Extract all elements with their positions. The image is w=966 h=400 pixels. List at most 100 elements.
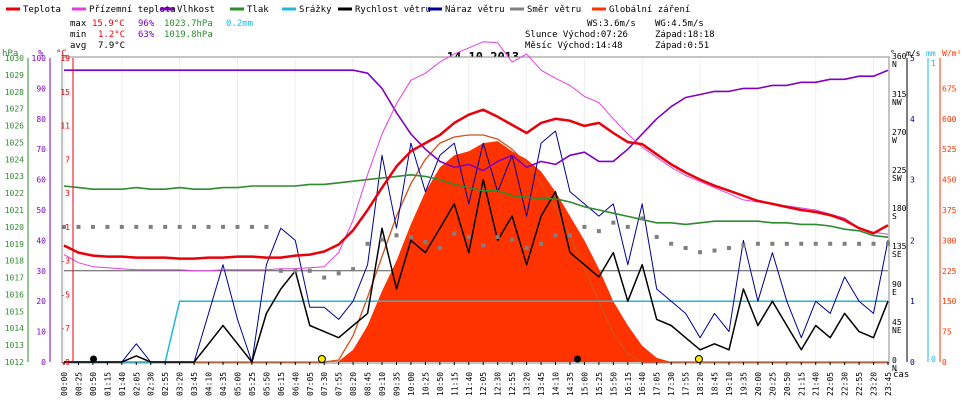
wm2-tick: 300	[942, 236, 957, 245]
wm2-unit: W/m²	[942, 49, 961, 58]
pct-axis-tick: 60	[36, 176, 46, 185]
x-tick-label: 22:55	[855, 372, 864, 396]
hpa-axis-tick: 1015	[5, 307, 24, 316]
x-axis: 00:00 00:25 00:50 01:15 01:40 02:05 02:30 02:55…	[60, 362, 893, 396]
x-tick-label: 18:20	[696, 372, 705, 396]
wind-dir-point	[596, 229, 601, 234]
wind-dir-point	[481, 243, 486, 248]
wind-speed-line	[64, 178, 889, 363]
x-tick-label: 16:15	[624, 372, 633, 396]
pct-axis-tick: 100	[32, 54, 47, 63]
dir-tick-label: SE	[892, 250, 902, 259]
c-axis-tick: -5	[60, 290, 70, 299]
wm2-tick: 675	[942, 84, 957, 93]
wind-dir-point	[539, 241, 544, 246]
dir-tick-label: N	[892, 364, 897, 373]
x-tick-label: 21:15	[797, 372, 806, 396]
temperature-line	[63, 108, 889, 260]
x-tick-label: 06:15	[277, 372, 286, 396]
wind-dir-point	[799, 241, 804, 246]
info-moon-set: Západ:0:51	[655, 41, 709, 51]
pct-axis-tick: 30	[36, 267, 46, 276]
wind-dir-point	[611, 220, 616, 225]
legend-label-6: Náraz větru	[445, 5, 505, 15]
pressure-line	[63, 174, 889, 238]
wind-dir-point	[322, 275, 327, 280]
wind-dir-point	[249, 224, 254, 229]
x-tick-label: 07:05	[306, 372, 315, 396]
wind-dir-point	[177, 224, 182, 229]
mm-unit: mm	[926, 49, 936, 58]
wind-dir-point	[813, 241, 818, 246]
wind-dir-point	[842, 241, 847, 246]
hpa-axis-tick: 1026	[5, 122, 24, 131]
c-axis-tick: 11	[60, 122, 70, 131]
wind-dir-point	[134, 224, 139, 229]
pct-axis-tick: 40	[36, 236, 46, 245]
stat-max-temp: 15.9°C	[92, 19, 125, 29]
x-tick-label: 04:35	[219, 372, 228, 396]
dir-tick-label: S	[892, 212, 897, 221]
mm-tick-0: 0	[931, 355, 936, 364]
series-lines	[62, 41, 890, 363]
wind-dir-point	[495, 235, 500, 240]
wind-dir-point	[640, 216, 645, 221]
x-tick-label: 12:05	[479, 372, 488, 396]
info-block: WS:3.6m/s WG:4.5m/s Slunce Východ:07:26 …	[525, 19, 715, 51]
info-ws: WS:3.6m/s	[587, 19, 636, 29]
pct-axis-tick: 90	[36, 84, 46, 93]
hpa-axis-tick: 1018	[5, 257, 24, 266]
c-axis-tick: 7	[65, 155, 70, 164]
x-tick-label: 05:00	[233, 372, 242, 396]
x-tick-label: 00:50	[89, 372, 98, 396]
hpa-axis-tick: 1014	[5, 324, 24, 333]
dir-tick-label: SW	[892, 174, 902, 183]
pct-axis-tick: 20	[36, 297, 46, 306]
dir-tick: 90	[892, 280, 902, 289]
wind-dir-point	[683, 246, 688, 250]
stat-min-temp: 1.2°C	[98, 30, 125, 40]
wind-dir-point	[235, 224, 240, 229]
dir-tick: 225	[892, 166, 907, 175]
wind-dir-point	[437, 246, 442, 250]
radiation-max-curve	[64, 134, 888, 363]
c-axis-tick: 15	[60, 88, 70, 97]
wind-dir-point	[466, 235, 471, 240]
hpa-axis-tick: 1023	[5, 172, 24, 181]
x-tick-label: 02:55	[161, 372, 170, 396]
x-tick-label: 00:25	[74, 372, 83, 396]
x-tick-label: 12:55	[508, 372, 517, 396]
ms-tick: 4	[910, 115, 915, 124]
x-tick-label: 08:20	[349, 372, 358, 396]
wind-dir-point	[264, 224, 269, 229]
wind-dir-point	[336, 271, 341, 276]
x-tick-label: 20:00	[754, 372, 763, 396]
legend-label-3: Tlak	[247, 5, 269, 15]
wm2-tick: 225	[942, 267, 957, 276]
wind-dir-point	[755, 241, 760, 246]
legend-label-8: Globální záření	[609, 5, 690, 15]
hpa-axis-tick: 1029	[5, 71, 24, 80]
wm2-tick: 450	[942, 176, 957, 185]
wind-dir-point	[380, 237, 385, 242]
wm2-tick: 525	[942, 145, 957, 154]
legend-label-1: Přízemní teplota	[89, 5, 176, 15]
dir-tick: 360	[892, 52, 907, 61]
wind-dir-point	[698, 250, 703, 255]
x-tick-label: 02:05	[132, 372, 141, 396]
axes: 1030102910281027102610251024102310221021…	[2, 49, 961, 373]
wind-dir-point	[582, 224, 587, 229]
chart-legend: Teplota Přízemní teplota Vlhkost Tlak Srážky…	[6, 5, 690, 15]
moonset-marker	[89, 355, 97, 363]
x-tick-label: 23:45	[884, 372, 893, 396]
wm2-tick: 375	[942, 206, 957, 215]
x-tick-label: 19:35	[739, 372, 748, 396]
c-axis-tick: 19	[60, 54, 70, 63]
sun-moon-markers	[89, 355, 703, 363]
wind-dir-point	[206, 224, 211, 229]
stat-min-hum: 63%	[138, 30, 155, 40]
wind-dir-point	[784, 241, 789, 246]
dir-tick-label: NE	[892, 326, 902, 335]
c-axis-tick: -3	[60, 257, 70, 266]
legend-label-0: Teplota	[23, 5, 61, 15]
